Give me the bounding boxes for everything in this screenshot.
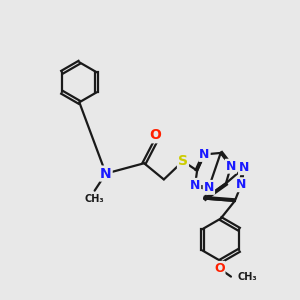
Text: N: N — [236, 178, 247, 191]
Text: CH₃: CH₃ — [238, 272, 257, 282]
Text: N: N — [204, 181, 214, 194]
Text: N: N — [100, 167, 112, 181]
Text: N: N — [239, 161, 249, 174]
Text: N: N — [190, 179, 200, 192]
Text: CH₃: CH₃ — [85, 194, 104, 205]
Text: N: N — [199, 148, 210, 161]
Text: O: O — [214, 262, 224, 275]
Text: S: S — [178, 154, 188, 168]
Text: O: O — [149, 128, 161, 142]
Text: N: N — [226, 160, 236, 173]
